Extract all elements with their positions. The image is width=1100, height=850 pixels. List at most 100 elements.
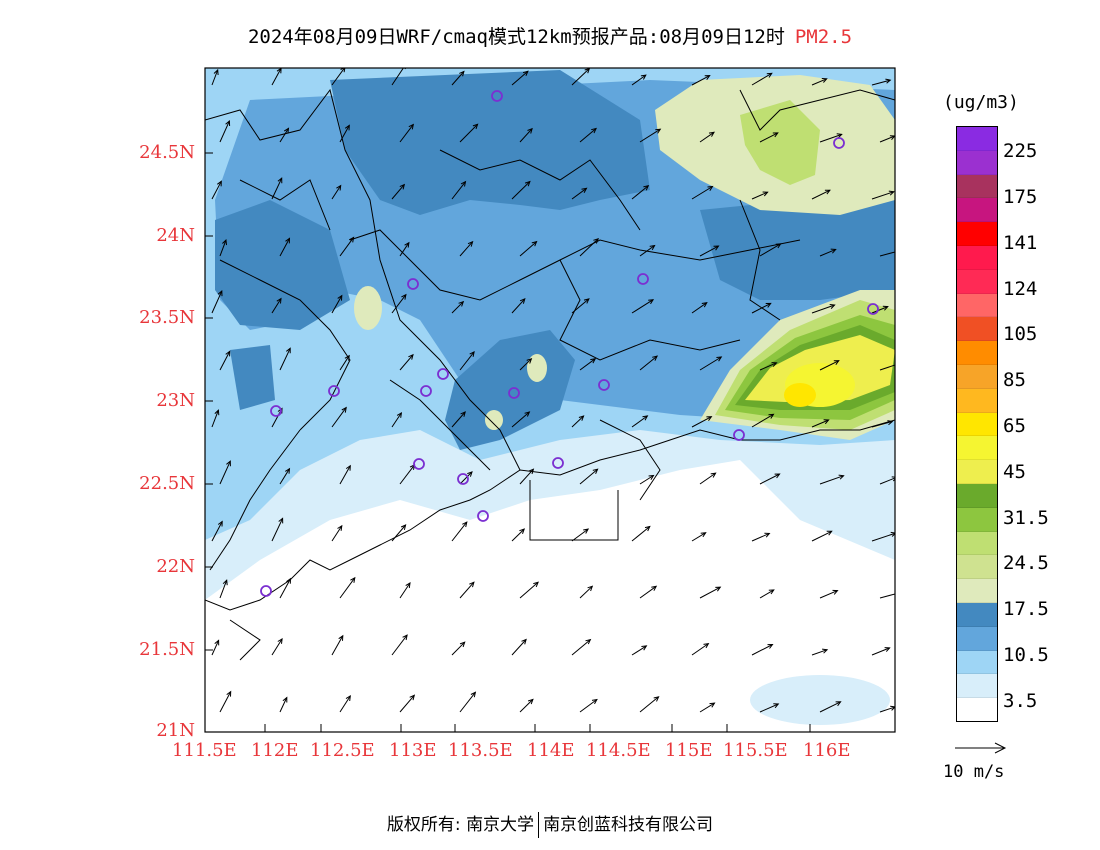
wind-arrow-head [581, 187, 588, 193]
wind-arrow-head [405, 582, 411, 589]
boundary-lines [205, 88, 895, 661]
wind-arrow-head [768, 413, 775, 419]
wind-arrow [571, 528, 589, 542]
lat-label-22-5: 22.5N [139, 473, 195, 494]
wind-arrow [819, 475, 844, 485]
wind-arrow [631, 185, 649, 200]
wind-arrow [879, 251, 895, 257]
wind-arrow [871, 647, 890, 656]
station-marker [407, 278, 419, 290]
wind-arrow [579, 238, 599, 257]
wind-arrow [219, 580, 228, 599]
wind-arrow-head [458, 300, 465, 307]
wind-arrow [391, 294, 407, 314]
wind-arrow-head [225, 119, 231, 127]
wind-arrow [331, 407, 347, 428]
wind-arrow [211, 290, 223, 314]
wind-arrow-head [344, 124, 350, 131]
wind-arrow-head [459, 70, 465, 77]
wind-arrow [691, 75, 710, 86]
copyright-org2: 南京创蓝科技有限公司 [543, 815, 714, 835]
wind-arrow-head [643, 184, 650, 191]
wind-arrow-head [830, 248, 837, 254]
legend-swatch [957, 436, 997, 461]
wind-arrow [571, 298, 590, 314]
wind-arrow [879, 364, 895, 371]
wind-arrow [871, 421, 893, 428]
wind-arrow [211, 181, 222, 200]
lon-label-113-5: 113.5E [448, 740, 513, 761]
wind-arrow [519, 128, 533, 143]
wind-arrow [331, 525, 343, 542]
station-marker [328, 385, 340, 397]
wind-arrow-head [285, 237, 291, 244]
wind-arrow-head [400, 524, 407, 531]
wind-arrow-head [591, 698, 598, 705]
legend-label-31-5: 31.5 [1003, 507, 1049, 529]
wind-reference-arrow [955, 742, 1007, 754]
wind-arrow-head [402, 634, 408, 641]
wind-arrow [459, 691, 476, 713]
wind-arrow [691, 532, 706, 542]
wind-arrow-head [470, 691, 477, 698]
wind-arrow [399, 464, 415, 485]
wind-arrow [511, 528, 525, 542]
wind-arrow-head [527, 127, 533, 134]
legend-swatch [957, 341, 997, 365]
title-species: PM2.5 [794, 26, 853, 48]
wind-arrow-head [708, 131, 715, 137]
lon-label-115: 115E [665, 740, 713, 761]
wind-arrow-head [467, 471, 473, 477]
wind-arrow-head [526, 357, 533, 364]
wind-arrow-head [408, 353, 414, 360]
wind-arrow-head [341, 406, 347, 413]
wind-arrow-head [345, 464, 351, 471]
wind-arrow [699, 356, 722, 371]
wind-arrow [811, 419, 829, 428]
wind-arrow-head [519, 528, 526, 534]
wind-arrow-head [709, 702, 716, 708]
legend-label-175: 175 [1003, 186, 1038, 208]
wind-arrow [391, 412, 402, 428]
wind-arrow [811, 189, 831, 200]
wind-arrow-head [350, 576, 356, 583]
station-marker [598, 379, 610, 391]
wind-arrow-head [765, 302, 772, 308]
wind-arrow [511, 181, 531, 200]
wind-arrow-head [887, 420, 894, 426]
wind-arrow-head [641, 645, 648, 651]
wind-arrow [271, 638, 283, 656]
wind-arrow [691, 643, 709, 656]
wind-arrow-head [348, 236, 355, 243]
wind-arrow-head [706, 416, 713, 421]
wind-arrow-head [282, 696, 288, 703]
legend-label-65: 65 [1003, 415, 1026, 437]
wind-arrow [279, 348, 291, 371]
wind-arrow [871, 191, 894, 200]
legend-swatch [957, 674, 997, 699]
legend-swatch [957, 650, 997, 675]
wind-arrow-head [592, 468, 599, 474]
wind-arrow-head [528, 468, 535, 475]
wind-arrow-head [583, 298, 590, 304]
wind-arrow [399, 242, 410, 257]
wind-arrow [459, 241, 473, 257]
wind-arrow [631, 645, 647, 656]
lon-label-115-5: 115.5E [723, 740, 788, 761]
wind-arrow-head [533, 581, 539, 588]
wind-arrow-head [337, 524, 343, 531]
wind-arrow [639, 696, 659, 713]
wind-arrow [519, 468, 534, 485]
wind-arrow [879, 706, 895, 713]
legend-swatch [957, 269, 997, 294]
wind-arrow-head [826, 530, 833, 536]
wind-arrow-head [225, 350, 231, 357]
wind-arrow [691, 186, 713, 200]
wind-arrow-head [701, 302, 708, 308]
wind-arrow-head [838, 474, 845, 480]
wind-arrow [691, 302, 708, 314]
wind-arrow-head [285, 347, 291, 354]
wind-arrow-head [649, 244, 656, 251]
wind-arrow [759, 362, 777, 371]
wind-arrow [639, 245, 655, 257]
